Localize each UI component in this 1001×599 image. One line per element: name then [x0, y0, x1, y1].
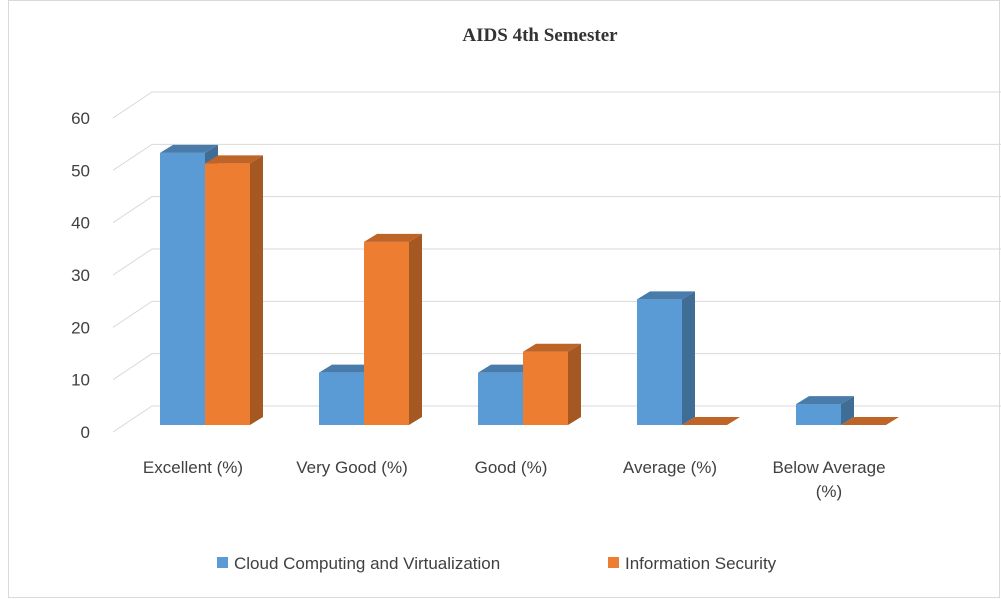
bar-top	[205, 155, 263, 164]
y-tick-label: 20	[71, 318, 90, 337]
bar	[364, 233, 422, 425]
bar-top	[478, 364, 536, 373]
y-tick-label: 50	[71, 161, 90, 180]
legend-label: Information Security	[625, 554, 777, 573]
grid-line	[112, 248, 1001, 276]
bar-front	[319, 372, 364, 425]
grid-line	[112, 353, 1001, 381]
bar-front	[796, 404, 841, 425]
y-tick-label: 40	[71, 214, 90, 233]
x-tick-label: Very Good (%)	[296, 458, 408, 477]
grid-line	[112, 91, 1001, 119]
x-tick-label: Excellent (%)	[142, 458, 244, 477]
bar-top	[319, 364, 377, 373]
bar-front	[523, 351, 568, 425]
bar-top	[682, 417, 740, 425]
legend-swatch	[608, 557, 619, 568]
x-tick-label: Good (%)	[474, 458, 548, 477]
y-tick-label: 10	[71, 371, 90, 390]
bar-top	[523, 343, 581, 352]
x-tick-label: Average (%)	[622, 458, 718, 477]
grid-line	[112, 143, 1001, 171]
bar	[205, 155, 263, 426]
bar-front	[637, 299, 682, 425]
bar-side	[682, 291, 695, 425]
bar	[637, 291, 695, 425]
chart-border	[8, 0, 1000, 598]
legend-label: Cloud Computing and Virtualization	[234, 554, 500, 573]
y-tick-label: 60	[71, 109, 90, 128]
grid-line	[112, 405, 1001, 433]
bar-top	[637, 291, 695, 300]
bar-front	[478, 372, 523, 425]
bar	[682, 417, 740, 425]
bar-top	[160, 144, 218, 153]
grid-line	[112, 300, 1001, 328]
bar	[796, 396, 854, 425]
bar-side	[409, 233, 422, 425]
bar-top	[841, 417, 899, 425]
y-tick-label: 30	[71, 266, 90, 285]
bar-top	[364, 233, 422, 242]
chart-title: AIDS 4th Semester	[462, 25, 618, 46]
bar-top	[796, 396, 854, 405]
bar	[841, 417, 899, 425]
x-tick-label: Below Average (%)	[772, 458, 886, 501]
bar-side	[250, 155, 263, 426]
y-tick-label: 0	[81, 423, 90, 442]
bar	[523, 343, 581, 425]
bar-front	[160, 152, 205, 425]
legend-swatch	[217, 557, 228, 568]
bar-side	[568, 343, 581, 425]
bar-side	[841, 396, 854, 425]
bar-front	[205, 163, 250, 426]
bar-front	[364, 241, 409, 425]
grid-line	[112, 196, 1001, 224]
